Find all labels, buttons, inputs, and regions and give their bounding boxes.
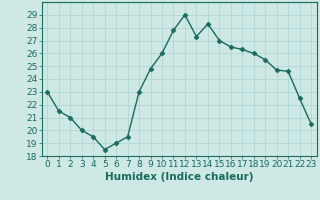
X-axis label: Humidex (Indice chaleur): Humidex (Indice chaleur) — [105, 172, 253, 182]
